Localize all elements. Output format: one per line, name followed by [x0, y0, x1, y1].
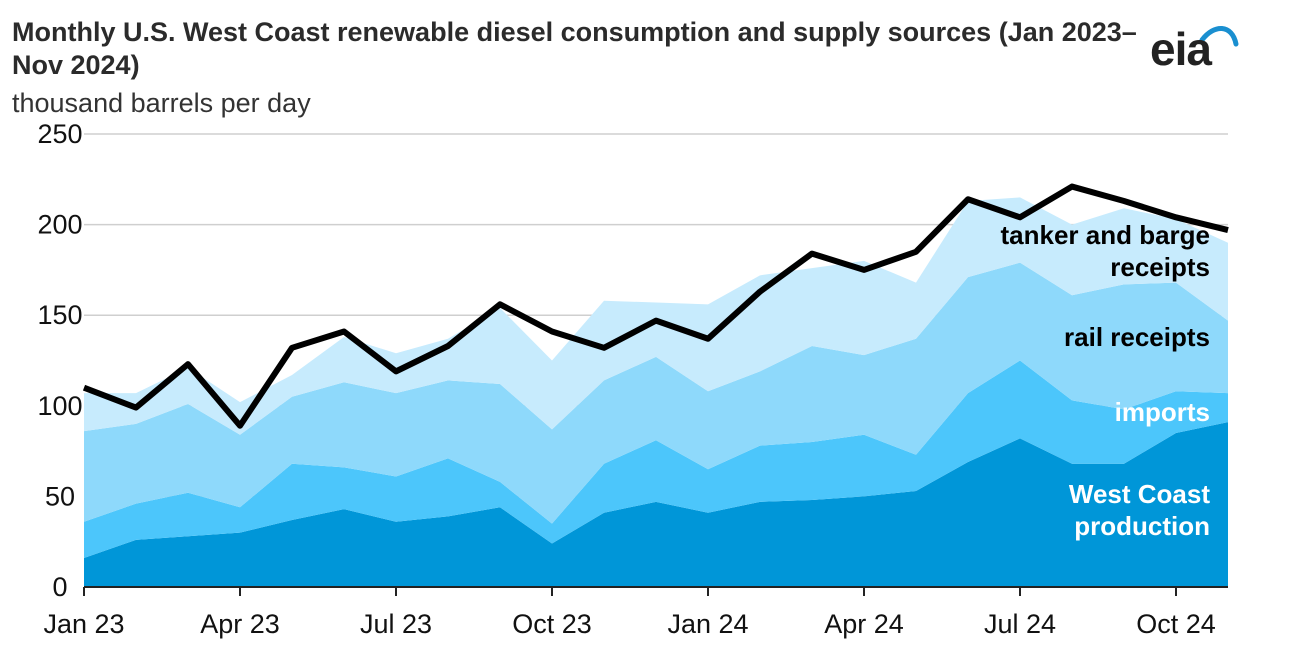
logo-text: eia [1150, 23, 1212, 75]
x-tick-label: Oct 24 [1136, 609, 1216, 639]
x-tick-label: Oct 23 [512, 609, 592, 639]
x-tick-label: Apr 24 [824, 609, 904, 639]
y-tick-label: 150 [37, 300, 82, 330]
y-tick-label: 200 [37, 210, 82, 240]
series-label-imports: imports [1115, 397, 1210, 427]
series-label-west-coast-production: production [1074, 511, 1210, 541]
x-tick-label: Jan 23 [43, 609, 124, 639]
area-tanker-and-barge-receipts [84, 197, 1228, 435]
chart-title: Monthly U.S. West Coast renewable diesel… [12, 17, 1137, 80]
y-axis-unit: thousand barrels per day [12, 88, 311, 118]
y-tick-label: 100 [37, 391, 82, 421]
series-label-tanker-and-barge-receipts: receipts [1110, 252, 1210, 282]
eia-logo: eia [1144, 10, 1244, 80]
series-label-tanker-and-barge-receipts: tanker and barge [1000, 220, 1210, 250]
consumption-line [82, 183, 1229, 429]
area-imports [84, 360, 1228, 559]
y-tick-label: 250 [37, 119, 82, 149]
series-label-west-coast-production: West Coast [1069, 479, 1210, 509]
area-west-coast-production [84, 422, 1228, 587]
x-tick-label: Jan 24 [667, 609, 748, 639]
y-tick-label: 50 [45, 481, 75, 511]
x-tick-label: Jul 24 [984, 609, 1056, 639]
y-tick-label: 0 [52, 572, 67, 602]
logo-arc-icon [1199, 26, 1239, 47]
area-rail-receipts [84, 262, 1228, 524]
x-tick-label: Apr 23 [200, 609, 280, 639]
x-tick-label: Jul 23 [360, 609, 432, 639]
series-label-rail-receipts: rail receipts [1064, 322, 1210, 352]
